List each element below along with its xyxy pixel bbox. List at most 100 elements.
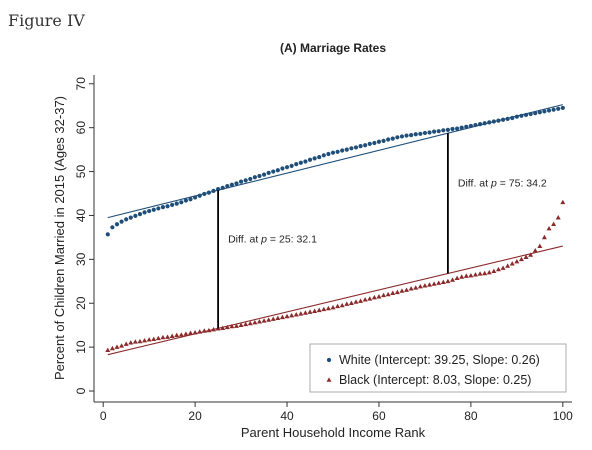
triangle-point — [468, 272, 474, 278]
circle-point — [514, 114, 519, 119]
x-axis-label: Parent Household Income Rank — [241, 425, 426, 440]
triangle-point — [165, 334, 171, 339]
circle-point — [546, 108, 552, 113]
circle-point — [114, 222, 120, 227]
circle-point — [271, 169, 276, 174]
y-axis-label: Percent of Children Married in 2015 (Age… — [52, 96, 67, 380]
triangle-point — [376, 294, 382, 299]
triangle-point — [555, 215, 561, 220]
triangle-point — [422, 283, 428, 288]
chart-title: (A) Marriage Rates — [280, 41, 386, 55]
circle-point — [234, 181, 239, 186]
triangle-point — [155, 335, 161, 341]
triangle-point — [188, 330, 194, 335]
triangle-point — [279, 314, 285, 320]
y-tick-label: 0 — [74, 387, 88, 394]
triangle-point — [201, 328, 207, 333]
triangle-point — [123, 341, 129, 346]
circle-point — [500, 117, 506, 122]
circle-point — [533, 111, 538, 116]
circle-point — [110, 225, 115, 230]
triangle-point — [169, 333, 175, 338]
circle-point — [215, 187, 221, 192]
x-tick-label: 0 — [100, 409, 107, 423]
triangle-point — [330, 305, 336, 310]
circle-point — [491, 119, 496, 124]
y-tick-label: 60 — [74, 121, 88, 135]
circle-point — [151, 207, 156, 212]
triangle-point — [371, 294, 377, 300]
circle-point — [477, 122, 483, 127]
triangle-point — [399, 288, 405, 293]
triangle-point — [211, 326, 216, 332]
triangle-point — [261, 318, 267, 323]
circle-point — [133, 213, 138, 218]
triangle-point — [500, 265, 506, 270]
triangle-point — [119, 343, 125, 348]
x-tick-label: 100 — [553, 409, 573, 423]
circle-point — [395, 135, 400, 140]
circle-point — [243, 178, 248, 183]
circle-point — [252, 175, 257, 180]
circle-point — [248, 176, 253, 182]
circle-point — [353, 145, 359, 150]
triangle-point — [335, 303, 341, 309]
triangle-point — [197, 329, 203, 334]
triangle-point — [348, 300, 354, 306]
circle-point — [225, 183, 230, 189]
triangle-point — [495, 266, 501, 272]
triangle-point — [132, 339, 138, 344]
circle-point — [390, 136, 395, 141]
triangle-point — [454, 275, 460, 281]
x-tick-label: 40 — [280, 409, 294, 423]
triangle-point — [192, 330, 198, 335]
triangle-point — [146, 337, 152, 342]
triangle-point — [109, 345, 115, 351]
triangle-point — [270, 316, 276, 321]
triangle-point — [183, 331, 189, 336]
x-tick-label: 60 — [372, 409, 386, 423]
triangle-point — [459, 274, 465, 279]
circle-point — [454, 126, 460, 131]
triangle-point — [307, 309, 313, 314]
triangle-point — [339, 302, 345, 308]
triangle-point — [229, 323, 235, 329]
circle-point — [197, 193, 202, 198]
circle-point — [340, 148, 345, 153]
triangle-point — [298, 311, 304, 316]
circle-point — [266, 170, 271, 175]
circle-point — [174, 201, 179, 206]
triangle-point — [404, 287, 410, 292]
triangle-point — [417, 283, 423, 289]
triangle-point — [436, 280, 442, 285]
triangle-point — [128, 340, 134, 345]
annotation: Diff. at p = 25: 32.1 — [228, 234, 317, 246]
triangle-point — [367, 296, 373, 301]
circle-point — [450, 126, 455, 132]
circle-point — [413, 132, 418, 137]
circle-point — [399, 134, 405, 139]
legend-marker — [326, 377, 332, 382]
triangle-point — [344, 301, 350, 306]
triangle-point — [353, 299, 359, 304]
circle-point — [298, 160, 303, 165]
circle-point — [156, 206, 161, 211]
circle-point — [193, 195, 198, 200]
triangle-point — [413, 285, 419, 290]
triangle-point — [482, 270, 488, 276]
triangle-point — [160, 334, 166, 340]
y-tick-label: 20 — [74, 296, 88, 310]
annotation-part: = 25: 32.1 — [267, 234, 317, 246]
circle-point — [206, 190, 212, 195]
triangle-point — [445, 278, 451, 284]
triangle-point — [463, 273, 469, 278]
circle-point — [137, 212, 143, 217]
circle-point — [165, 204, 170, 209]
figure-label: Figure IV — [8, 11, 85, 30]
triangle-point — [289, 312, 295, 318]
fit-line — [107, 245, 563, 356]
annotation-part: Diff. at — [228, 234, 261, 246]
triangle-point — [390, 290, 396, 295]
circle-point — [409, 133, 414, 138]
